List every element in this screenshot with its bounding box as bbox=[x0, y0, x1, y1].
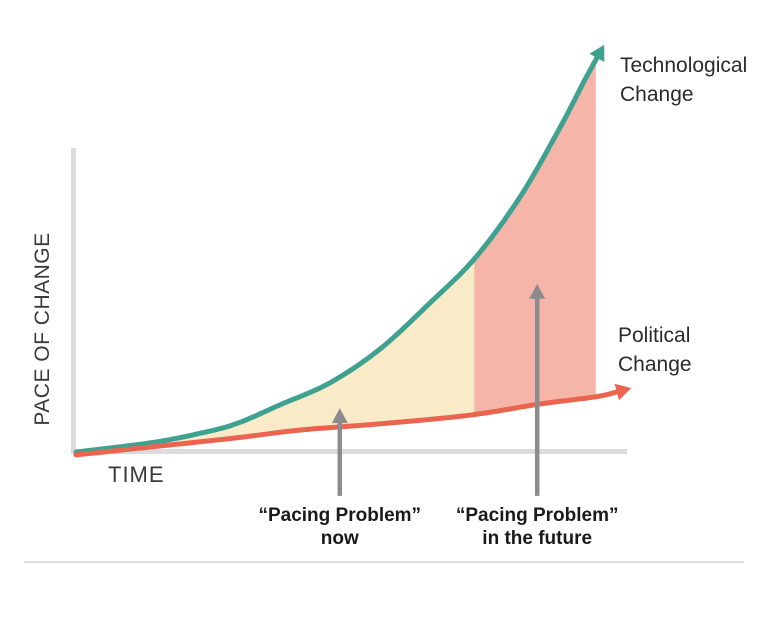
annotation-arrow-head-icon bbox=[529, 283, 546, 299]
annotation-arrows bbox=[331, 283, 546, 496]
political-change-curve bbox=[73, 389, 620, 458]
pacing-problem-now-label-line1: “Pacing Problem” bbox=[258, 505, 422, 526]
technological-change-label: Technological Change bbox=[620, 51, 747, 109]
future-region-fill bbox=[474, 59, 596, 415]
x-axis-line bbox=[71, 449, 627, 454]
annotation-arrow-head-icon bbox=[331, 408, 348, 424]
bottom-divider bbox=[24, 561, 744, 563]
political-change-arrowhead-icon bbox=[614, 383, 632, 401]
pacing-problem-future-label-line2: in the future bbox=[482, 528, 593, 549]
technological-change-arrowhead-icon bbox=[589, 44, 605, 62]
series-curves bbox=[73, 44, 632, 458]
x-axis-label: TIME bbox=[108, 462, 165, 487]
political-change-label-line1: Political bbox=[618, 324, 691, 347]
pacing-problem-now-label: “Pacing Problem” now bbox=[258, 504, 421, 550]
region-fills bbox=[76, 59, 596, 455]
technological-change-label-line1: Technological bbox=[620, 54, 748, 77]
technological-change-label-line2: Change bbox=[620, 83, 694, 106]
y-axis-label: PACE OF CHANGE bbox=[31, 232, 54, 426]
technological-change-curve bbox=[73, 55, 600, 455]
political-change-label-line2: Change bbox=[618, 353, 692, 376]
y-axis-line bbox=[71, 148, 76, 454]
political-change-label: Political Change bbox=[618, 321, 692, 379]
pacing-problem-now-label-line2: now bbox=[320, 528, 359, 549]
now-region-fill bbox=[76, 259, 475, 455]
pacing-problem-future-label-line1: “Pacing Problem” bbox=[455, 505, 619, 526]
pacing-problem-future-label: “Pacing Problem” in the future bbox=[456, 504, 619, 550]
